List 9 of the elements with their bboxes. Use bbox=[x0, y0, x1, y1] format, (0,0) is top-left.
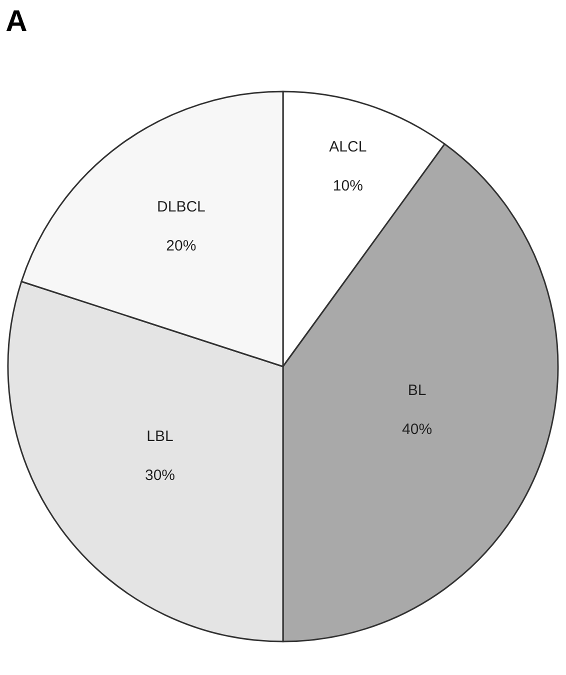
data-label: 30% bbox=[145, 466, 176, 484]
slice-label: LBL bbox=[146, 428, 174, 445]
data-label: 20% bbox=[166, 237, 196, 254]
slice-label: BL bbox=[408, 382, 426, 400]
data-label: 10% bbox=[332, 178, 363, 195]
chart-title: A bbox=[6, 5, 28, 38]
slice-label: ALCL bbox=[329, 138, 367, 156]
data-label: 40% bbox=[402, 421, 432, 438]
slice-label: DLBCL bbox=[157, 198, 206, 216]
